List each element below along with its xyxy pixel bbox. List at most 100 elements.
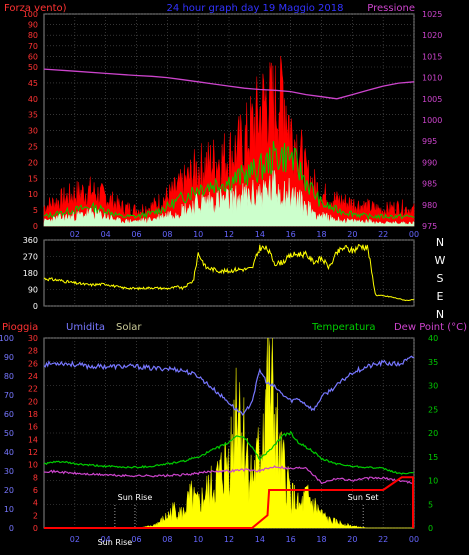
compass-label: W [435, 254, 446, 267]
wind-y-tick: 35 [28, 111, 38, 120]
wind-x-tick: 14 [255, 230, 265, 239]
pressure-y-tick: 990 [422, 158, 437, 167]
rain-y-tick: 20 [28, 397, 38, 406]
label-pioggia: Pioggia [2, 322, 38, 333]
humidity-x-tick: 18 [316, 535, 326, 544]
wind-x-tick: 04 [101, 230, 111, 239]
gust-series [43, 55, 415, 227]
wind-green-series [43, 141, 415, 221]
header-right-label: Pressione [367, 3, 415, 14]
pressure-y-tick: 1020 [422, 31, 442, 40]
wind-y-tick: 45 [28, 79, 38, 88]
temp-y-tick: 5 [428, 500, 433, 509]
dew-point-series [43, 465, 415, 485]
direction-y-tick: 180 [23, 269, 38, 278]
direction-y-tick: 0 [33, 302, 38, 311]
rain-y-tick: 22 [28, 385, 38, 394]
label-umidita: Umidita [66, 322, 105, 333]
temperature-series [43, 430, 415, 475]
compass-label: N [436, 308, 444, 321]
compass-label: E [437, 290, 444, 303]
sun-annotation: Sun Set [348, 493, 379, 502]
pressure-y-tick: 1015 [422, 52, 442, 61]
humidity-y-tick: 0 [9, 524, 14, 533]
humidity-series [43, 355, 415, 416]
wind-x-tick: 08 [162, 230, 172, 239]
humidity-y-tick: 70 [4, 391, 14, 400]
humidity-x-tick: 16 [286, 535, 296, 544]
wind-x-tick: 10 [193, 230, 203, 239]
avg-wind-series [43, 170, 415, 227]
rain-y-tick: 24 [28, 372, 38, 381]
rain-y-tick: 14 [28, 435, 38, 444]
sun-annotation: Sun Rise [118, 493, 153, 502]
wind-y-tick: 20 [28, 158, 38, 167]
rain-y-tick: 6 [33, 486, 38, 495]
humidity-y-tick: 40 [4, 448, 14, 457]
rain-y-tick: 16 [28, 423, 38, 432]
pressure-y-tick: 980 [422, 201, 437, 210]
rain-y-tick: 0 [33, 524, 38, 533]
humidity-x-tick: 22 [378, 535, 388, 544]
humidity-y-tick: 60 [4, 410, 14, 419]
temp-y-tick: 15 [428, 453, 438, 462]
wind-y-tick: 60 [28, 52, 38, 61]
label-temperatura: Temperatura [311, 322, 376, 333]
pressure-y-tick: 985 [422, 180, 437, 189]
wind-y-tick: 100 [23, 10, 38, 19]
humidity-x-tick: 10 [193, 535, 203, 544]
wind-y-tick: 50 [28, 63, 38, 72]
temp-y-tick: 25 [428, 405, 438, 414]
wind-y-tick: 25 [28, 143, 38, 152]
rain-y-tick: 4 [33, 499, 38, 508]
humidity-y-tick: 100 [0, 334, 14, 343]
humidity-x-tick: 20 [347, 535, 357, 544]
wind-x-tick: 00 [409, 230, 419, 239]
humidity-x-tick: 00 [409, 535, 419, 544]
temp-y-tick: 0 [428, 524, 433, 533]
wind-y-tick: 10 [28, 190, 38, 199]
humidity-x-tick: 12 [224, 535, 234, 544]
pressure-y-tick: 1005 [422, 95, 442, 104]
humidity-y-tick: 20 [4, 486, 14, 495]
sun-annotation: Sun Rise [98, 538, 133, 547]
wind-x-tick: 22 [378, 230, 388, 239]
header-left-label: Forza vento) [4, 3, 67, 14]
label-dew-point: Dew Point (°C) [394, 322, 467, 333]
wind-x-tick: 02 [70, 230, 80, 239]
wind-y-tick: 40 [28, 95, 38, 104]
rain-y-tick: 8 [33, 473, 38, 482]
wind-y-tick: 30 [28, 127, 38, 136]
rain-series [44, 476, 414, 529]
wind-x-tick: 12 [224, 230, 234, 239]
pressure-y-tick: 1010 [422, 74, 442, 83]
humidity-y-tick: 10 [4, 505, 14, 514]
wind-x-tick: 18 [316, 230, 326, 239]
wind-y-tick: 0 [33, 222, 38, 231]
humidity-x-tick: 14 [255, 535, 265, 544]
wind-y-tick: 80 [28, 31, 38, 40]
pressure-y-tick: 975 [422, 222, 437, 231]
humidity-y-tick: 80 [4, 372, 14, 381]
wind-y-tick: 5 [33, 206, 38, 215]
rain-y-tick: 2 [33, 511, 38, 520]
label-solar: Solar [116, 322, 142, 333]
compass-label: S [437, 272, 444, 285]
wind-y-tick: 90 [28, 21, 38, 30]
temp-y-tick: 10 [428, 477, 438, 486]
wind-x-tick: 20 [347, 230, 357, 239]
direction-y-tick: 270 [23, 253, 38, 262]
temp-y-tick: 40 [428, 334, 438, 343]
humidity-y-tick: 30 [4, 467, 14, 476]
humidity-x-tick: 02 [70, 535, 80, 544]
pressure-series [43, 68, 415, 100]
direction-series [43, 243, 415, 302]
humidity-x-tick: 08 [162, 535, 172, 544]
wind-y-tick: 70 [28, 42, 38, 51]
rain-y-tick: 28 [28, 347, 38, 356]
humidity-x-tick: 04 [101, 535, 111, 544]
